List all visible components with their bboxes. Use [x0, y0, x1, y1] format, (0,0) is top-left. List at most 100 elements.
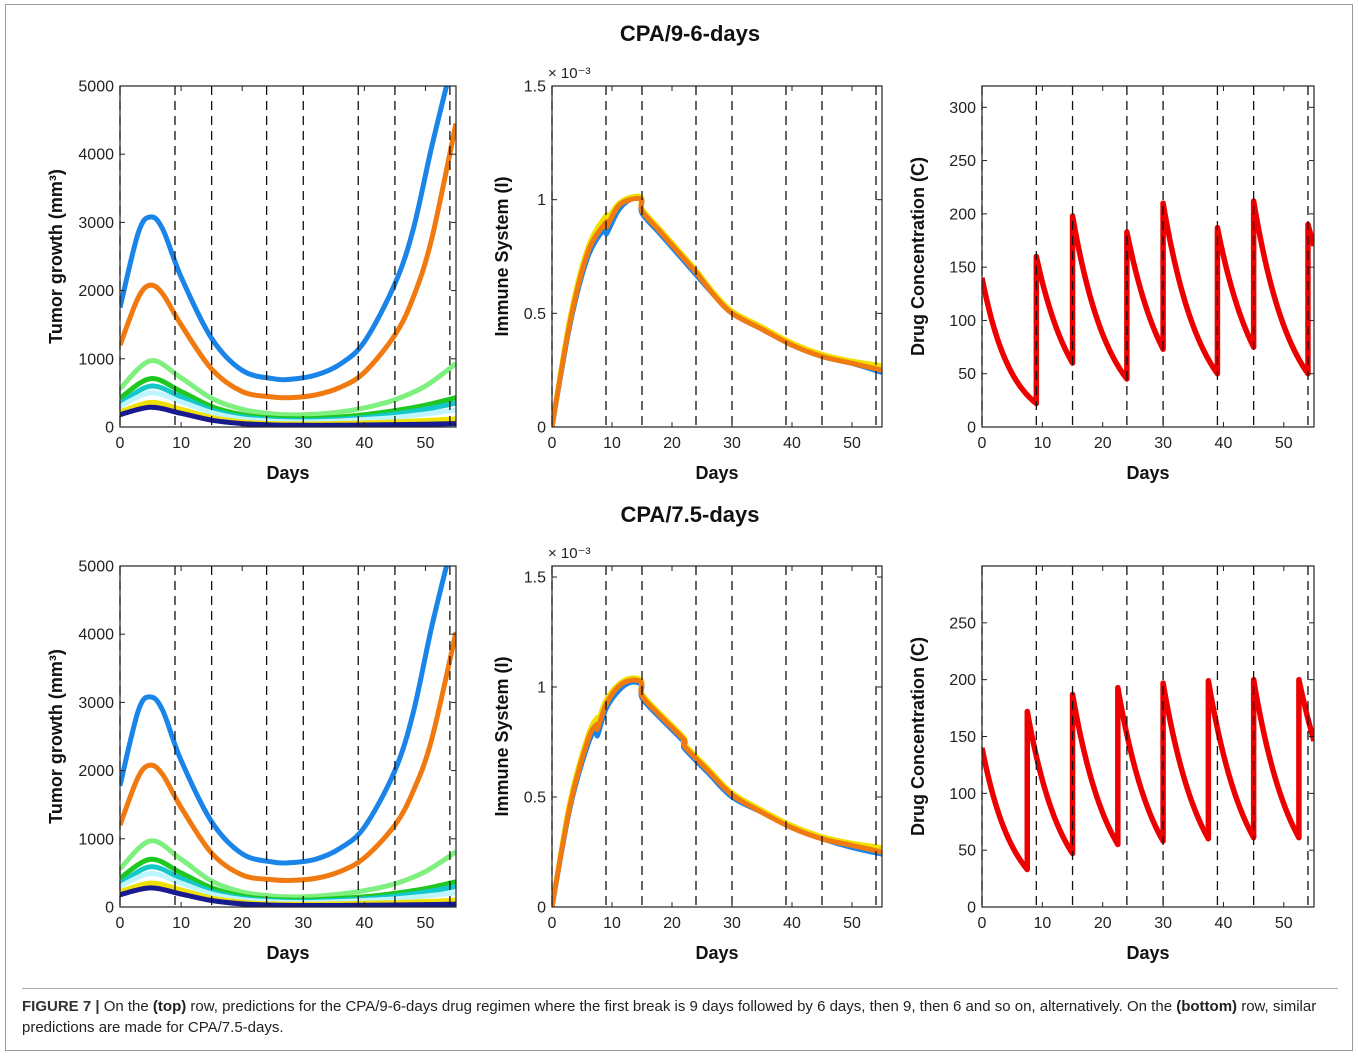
x-tick-label: 0 — [978, 915, 987, 932]
x-tick-label: 0 — [116, 915, 125, 932]
axes-frame — [119, 565, 457, 908]
series-line-2 — [552, 677, 882, 907]
panels-group: 0 10 20 30 40 50010002000300040005000DaysTumo… — [46, 65, 1315, 963]
plot-area — [552, 86, 882, 427]
x-tick-label: 30 — [294, 915, 312, 932]
x-tick-label: 0 — [548, 915, 557, 932]
y-tick-label: 2000 — [78, 283, 114, 300]
x-axis-label: Days — [695, 943, 738, 963]
series-group — [120, 86, 456, 427]
x-tick-label: 30 — [723, 915, 741, 932]
x-tick-label: 10 — [172, 915, 190, 932]
y-tick-label: 250 — [949, 153, 976, 170]
y-tick-label: 1000 — [78, 351, 114, 368]
y-tick-label: 5000 — [78, 79, 114, 96]
y-tick-label: 200 — [949, 206, 976, 223]
x-tick-label: 10 — [603, 435, 621, 452]
y-tick-label: 0 — [967, 900, 976, 917]
axes-frame — [119, 85, 457, 428]
y-exponent-label: × 10⁻³ — [548, 65, 591, 82]
y-tick-label: 250 — [949, 615, 976, 632]
y-axis-label: Tumor growth (mm³) — [46, 169, 66, 344]
figure-canvas: CPA/9-6-days CPA/7.5-days 0 10 20 30 40 50010… — [46, 21, 1315, 963]
x-tick-label: 20 — [663, 435, 681, 452]
caption-text-3: row, similar predictions are made for CP… — [22, 998, 1317, 1036]
series-line-2 — [552, 196, 882, 427]
caption-top: (top) — [152, 998, 187, 1015]
x-tick-label: 0 — [116, 435, 125, 452]
caption-text-1: On the — [99, 998, 153, 1015]
x-tick-label: 40 — [783, 435, 801, 452]
x-tick-label: 0 — [978, 435, 987, 452]
x-tick-label: 40 — [355, 915, 373, 932]
plot-area — [120, 566, 456, 907]
x-axis-label: Days — [1126, 463, 1169, 483]
x-tick-label: 50 — [1275, 435, 1293, 452]
series-line-0 — [120, 86, 450, 383]
chart-panel-bottom-left: 0 10 20 30 40 50 0 1000 2000 3000 4000 5000 Days Tumo… — [46, 559, 457, 963]
y-exponent-label: × 10⁻³ — [548, 545, 591, 562]
y-tick-label: 0.5 — [524, 790, 546, 807]
y-tick-label: 0 — [105, 900, 114, 917]
caption-bottom: (bottom) — [1176, 998, 1238, 1015]
series-line-1 — [120, 631, 456, 884]
series-line-1 — [120, 122, 456, 401]
series-group — [982, 198, 1314, 407]
y-tick-label: 3000 — [78, 215, 114, 232]
y-tick-label: 50 — [958, 366, 976, 383]
series-group — [552, 675, 882, 907]
y-tick-label: 1.5 — [524, 79, 546, 96]
x-tick-label: 20 — [233, 915, 251, 932]
caption-text-2: row, predictions for the CPA/9-6-days dr… — [186, 998, 1177, 1015]
caption-label: FIGURE 7 | — [22, 998, 100, 1015]
figure-caption: FIGURE 7 | On the (top) row, predictions… — [22, 996, 1332, 1038]
y-tick-label: 0 — [537, 420, 546, 437]
x-tick-label: 40 — [1215, 435, 1233, 452]
axes-frame — [551, 565, 883, 908]
y-tick-label: 5000 — [78, 559, 114, 576]
chart-panel-top-middle: 0 10 20 30 40 50 0 0.5 1 1.5 Days Immune System (I)… — [492, 65, 883, 483]
y-tick-label: 100 — [949, 313, 976, 330]
series-group — [120, 566, 456, 907]
y-tick-label: 2000 — [78, 763, 114, 780]
y-tick-label: 1.5 — [524, 570, 546, 587]
axes-frame — [551, 85, 883, 428]
x-tick-label: 40 — [1215, 915, 1233, 932]
x-axis-label: Days — [266, 463, 309, 483]
x-tick-label: 10 — [603, 915, 621, 932]
caption-divider — [22, 988, 1338, 989]
y-tick-label: 1000 — [78, 831, 114, 848]
y-axis-label: Immune System (I) — [492, 176, 512, 336]
plot-area — [120, 86, 456, 427]
row-title-bottom: CPA/7.5-days — [621, 502, 760, 527]
x-tick-label: 10 — [172, 435, 190, 452]
y-tick-label: 0.5 — [524, 306, 546, 323]
series-line-7 — [120, 404, 456, 427]
row-title-top: CPA/9-6-days — [620, 21, 760, 46]
x-tick-label: 50 — [1275, 915, 1293, 932]
x-tick-label: 10 — [1033, 435, 1051, 452]
plot-area — [552, 566, 882, 907]
y-axis-label: Tumor growth (mm³) — [46, 649, 66, 824]
figure-frame — [5, 4, 1353, 1051]
y-tick-label: 150 — [949, 260, 976, 277]
y-tick-label: 1 — [537, 192, 546, 209]
x-axis-label: Days — [695, 463, 738, 483]
y-tick-label: 4000 — [78, 147, 114, 164]
series-line-2 — [120, 358, 456, 418]
y-tick-label: 1 — [537, 680, 546, 697]
x-tick-label: 50 — [417, 915, 435, 932]
x-tick-label: 0 — [548, 435, 557, 452]
x-tick-label: 20 — [663, 915, 681, 932]
series-line-0 — [120, 566, 450, 866]
x-tick-label: 50 — [417, 435, 435, 452]
y-tick-label: 200 — [949, 672, 976, 689]
y-tick-label: 4000 — [78, 627, 114, 644]
x-axis-label: Days — [266, 943, 309, 963]
x-tick-label: 40 — [783, 915, 801, 932]
y-axis-label: Drug Concentration (C) — [908, 157, 928, 356]
series-line-7 — [120, 885, 456, 907]
y-tick-label: 0 — [537, 900, 546, 917]
x-tick-label: 50 — [843, 435, 861, 452]
x-axis-label: Days — [1126, 943, 1169, 963]
